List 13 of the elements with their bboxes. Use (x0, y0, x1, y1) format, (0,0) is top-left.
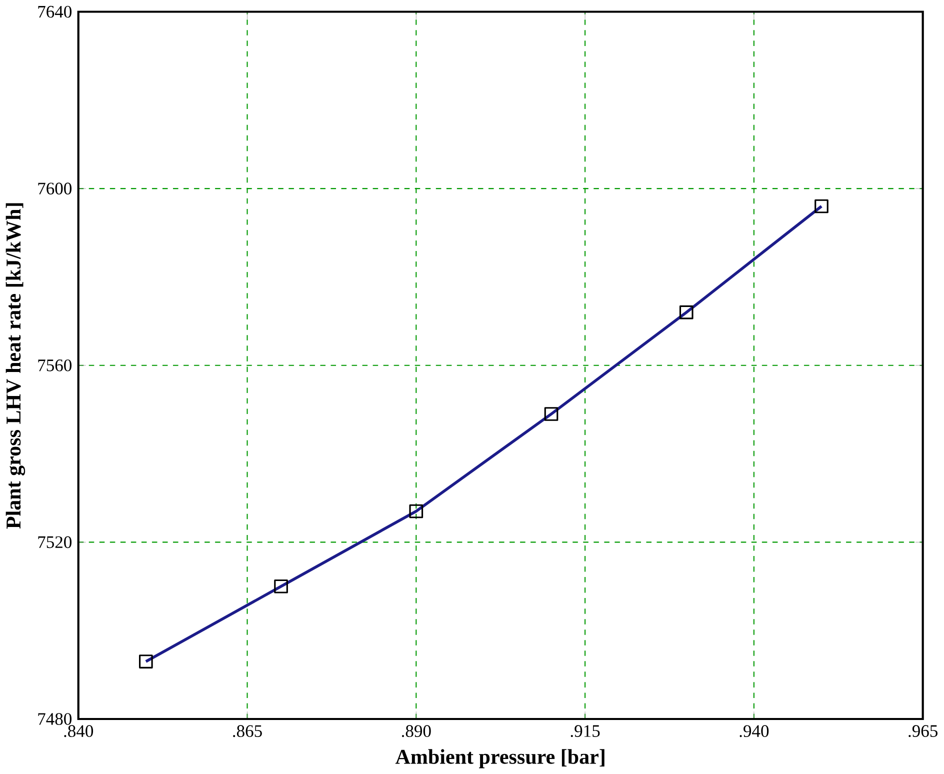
x-tick-label: .965 (908, 725, 938, 738)
y-tick-label: 7520 (38, 536, 72, 548)
y-tick-label: 7560 (38, 359, 72, 372)
x-axis-title: Ambient pressure [bar] (395, 749, 604, 768)
x-tick-label: .915 (570, 725, 600, 738)
x-tick-label: .865 (233, 725, 262, 738)
x-tick-label: .890 (402, 725, 431, 738)
y-tick-label: 7480 (38, 713, 72, 725)
x-tick-label: .840 (64, 725, 94, 738)
y-axis-title: Plant gross LHV heat rate [kJ/kWh] (6, 203, 26, 529)
y-tick-label: 7640 (38, 6, 72, 18)
x-tick-label: .940 (740, 725, 769, 738)
y-tick-label: 7600 (38, 182, 72, 194)
